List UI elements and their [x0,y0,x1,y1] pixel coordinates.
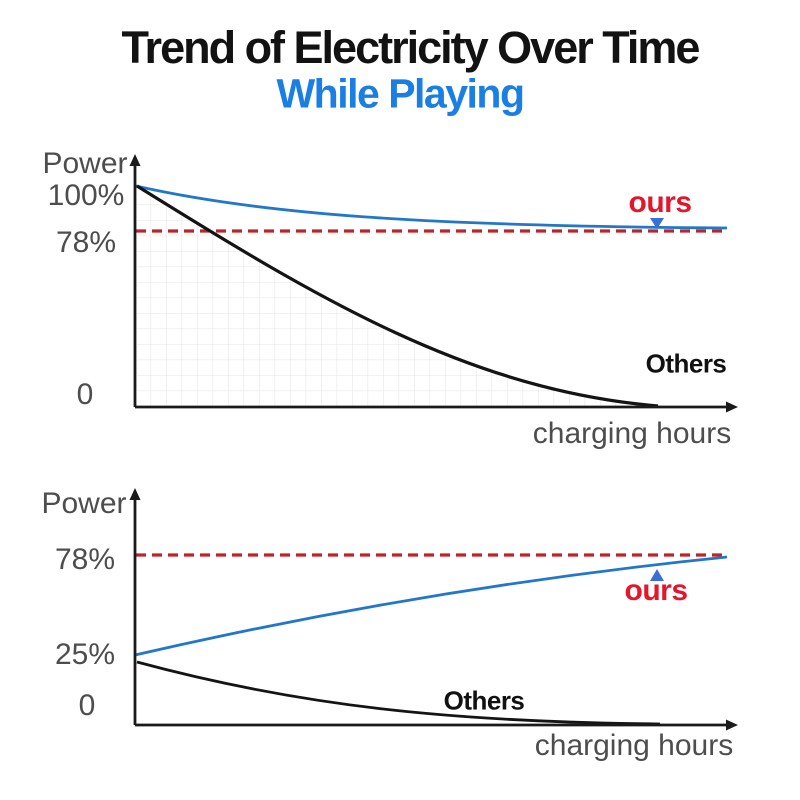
top-grid-area-under-others-curve [137,186,658,406]
top-x-axis-arrow-icon [726,401,738,413]
page-subtitle: While Playing [276,70,525,117]
top-ytick-100: 100% [47,179,125,212]
page-title: Trend of Electricity Over Time [121,22,701,73]
top-ours-curve [135,184,728,230]
top-y-axis-arrow-icon [129,154,141,166]
bottom-ours-annotation: ours [624,574,688,607]
top-chart [129,154,738,413]
top-y-axis-label: Power [42,147,128,180]
top-ytick-78: 78% [55,226,117,259]
bottom-chart [129,488,738,731]
top-ours-annotation: ours [628,186,692,219]
top-ytick-0: 0 [76,378,94,411]
bottom-ytick-0: 0 [78,689,96,722]
bottom-x-axis-arrow-icon [726,719,738,731]
top-others-annotation: Others [645,348,727,379]
bottom-ytick-78: 78% [54,543,116,576]
bottom-others-annotation: Others [443,685,525,716]
bottom-others-curve [136,660,661,726]
top-ours-pointer-triangle-icon [650,218,664,229]
top-others-curve [136,184,659,408]
bottom-y-axis-label: Power [41,487,127,520]
bottom-x-axis-label: charging hours [534,729,734,762]
bottom-y-axis-arrow-icon [129,488,141,500]
bottom-ours-curve [134,555,728,657]
bottom-ytick-25: 25% [54,638,116,671]
bottom-ours-pointer-triangle-icon [650,569,664,581]
top-x-axis-label: charging hours [532,417,732,450]
